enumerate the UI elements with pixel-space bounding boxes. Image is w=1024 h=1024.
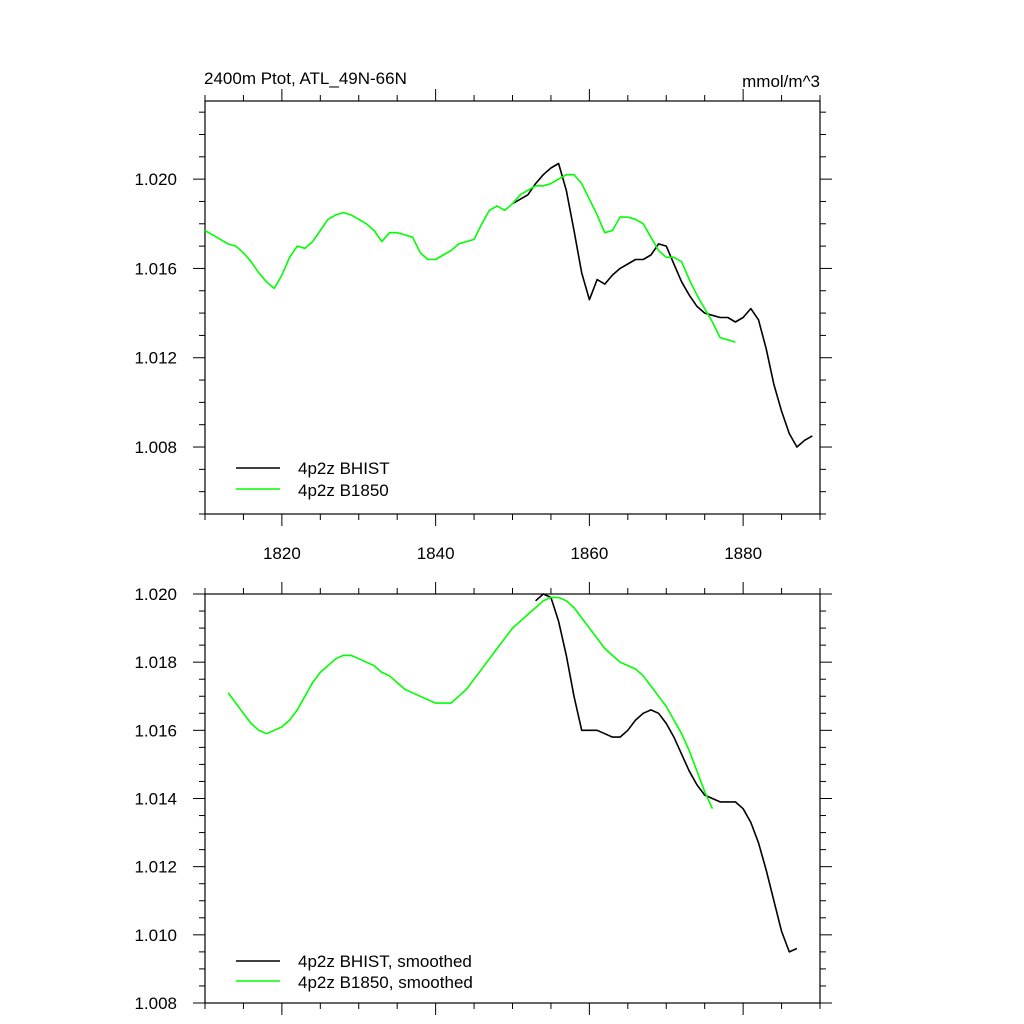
bottom-legend: 4p2z BHIST, smoothed 4p2z B1850, smoothe… xyxy=(236,952,473,992)
y-tick-label: 1.012 xyxy=(134,349,177,368)
top-plot-frame xyxy=(204,100,821,515)
top-units: mmol/m^3 xyxy=(742,72,820,91)
top-title: 2400m Ptot, ATL_49N-66N xyxy=(204,69,407,88)
series-line-0 xyxy=(535,593,798,953)
top-tick-marks xyxy=(193,89,832,526)
bottom-tick-marks xyxy=(193,582,832,1015)
x-tick-label: 1880 xyxy=(724,544,762,563)
legend-label-b1850: 4p2z B1850 xyxy=(298,481,389,500)
y-tick-label: 1.012 xyxy=(134,858,177,877)
y-tick-label: 1.010 xyxy=(134,926,177,945)
x-tick-label: 1860 xyxy=(570,544,608,563)
bottom-series xyxy=(227,593,798,953)
x-tick-label: 1820 xyxy=(263,544,301,563)
y-tick-label: 1.008 xyxy=(134,994,177,1013)
legend-label-bhist: 4p2z BHIST xyxy=(298,459,390,478)
x-tick-label: 1840 xyxy=(417,544,455,563)
legend-label-bhist-smoothed: 4p2z BHIST, smoothed xyxy=(298,952,472,971)
series-line-1 xyxy=(204,173,736,343)
y-tick-label: 1.016 xyxy=(134,259,177,278)
series-line-0 xyxy=(512,162,813,448)
bottom-plot-frame xyxy=(204,593,821,1004)
bottom-panel: 1.008 1.010 1.012 1.014 1.016 1.018 1.020 4p2z… xyxy=(134,582,832,1015)
series-line-1 xyxy=(227,596,714,810)
y-tick-label: 1.008 xyxy=(134,438,177,457)
top-tick-labels: 1820 1840 1860 1880 1.008 1.012 1.016 1.020 xyxy=(134,170,762,563)
y-tick-label: 1.020 xyxy=(134,585,177,604)
y-tick-label: 1.014 xyxy=(134,790,177,809)
y-tick-label: 1.020 xyxy=(134,170,177,189)
y-tick-label: 1.016 xyxy=(134,721,177,740)
top-series xyxy=(204,162,813,448)
top-panel: 2400m Ptot, ATL_49N-66N mmol/m^3 1820 184… xyxy=(134,69,832,563)
bottom-tick-labels: 1.008 1.010 1.012 1.014 1.016 1.018 1.020 xyxy=(134,585,177,1013)
legend-label-b1850-smoothed: 4p2z B1850, smoothed xyxy=(298,973,473,992)
top-legend: 4p2z BHIST 4p2z B1850 xyxy=(236,459,390,500)
y-tick-label: 1.018 xyxy=(134,653,177,672)
